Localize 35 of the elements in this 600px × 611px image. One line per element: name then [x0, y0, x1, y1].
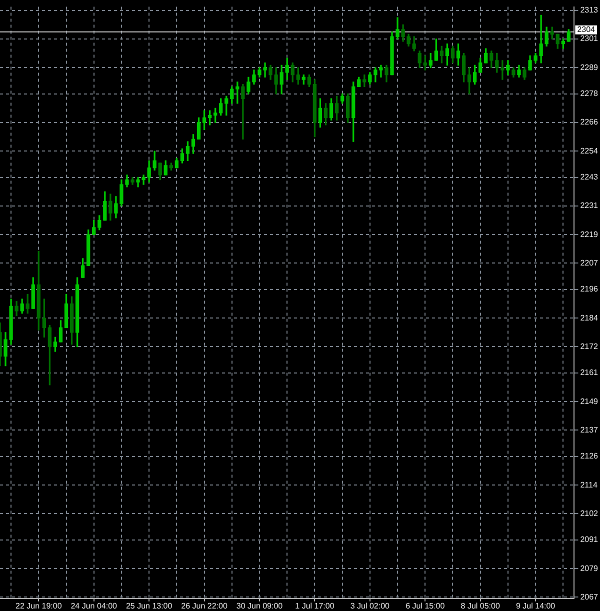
y-tick-label: 2161 — [580, 368, 599, 378]
x-tick-label: 25 Jun 13:00 — [126, 601, 173, 610]
y-tick-label: 2102 — [580, 508, 599, 518]
y-tick-label: 2266 — [580, 118, 599, 127]
ref-line-label: 2304 — [577, 25, 596, 34]
candlestick — [500, 60, 504, 80]
x-tick-label: 3 Jul 02:00 — [350, 601, 390, 610]
x-tick-label: 30 Jun 09:00 — [236, 601, 284, 610]
x-tick-label: 24 Jun 04:00 — [70, 601, 118, 610]
y-tick-label: 2126 — [580, 452, 599, 461]
y-tick-label: 2254 — [580, 146, 599, 156]
y-tick-label: 2149 — [580, 396, 599, 406]
y-tick-label: 2184 — [580, 313, 599, 322]
y-tick-label: 2196 — [580, 284, 599, 294]
x-tick-label: 8 Jul 05:00 — [460, 601, 500, 610]
x-tick-label: 22 Jun 19:00 — [16, 601, 62, 610]
candlestick — [241, 84, 245, 140]
x-tick-label: 6 Jul 15:00 — [406, 601, 446, 610]
x-tick-label: 26 Jun 22:00 — [181, 601, 228, 610]
y-tick-label: 2243 — [580, 172, 599, 182]
y-tick-label: 2231 — [580, 201, 599, 210]
y-tick-label: 2137 — [580, 425, 599, 434]
y-tick-label: 2207 — [580, 258, 599, 268]
y-tick-label: 2278 — [580, 89, 599, 98]
y-tick-label: 2067 — [580, 592, 599, 602]
y-tick-label: 2079 — [580, 564, 599, 573]
y-tick-label: 2172 — [580, 342, 599, 351]
x-tick-label: 9 Jul 14:00 — [516, 601, 556, 610]
y-tick-label: 2114 — [580, 480, 598, 490]
x-tick-label: 1 Jul 17:00 — [295, 601, 335, 610]
y-tick-label: 2091 — [580, 535, 599, 544]
y-tick-label: 2219 — [580, 230, 599, 239]
y-tick-label: 2301 — [580, 34, 599, 44]
y-tick-label: 2289 — [580, 62, 599, 72]
y-tick-label: 2313 — [580, 6, 599, 15]
